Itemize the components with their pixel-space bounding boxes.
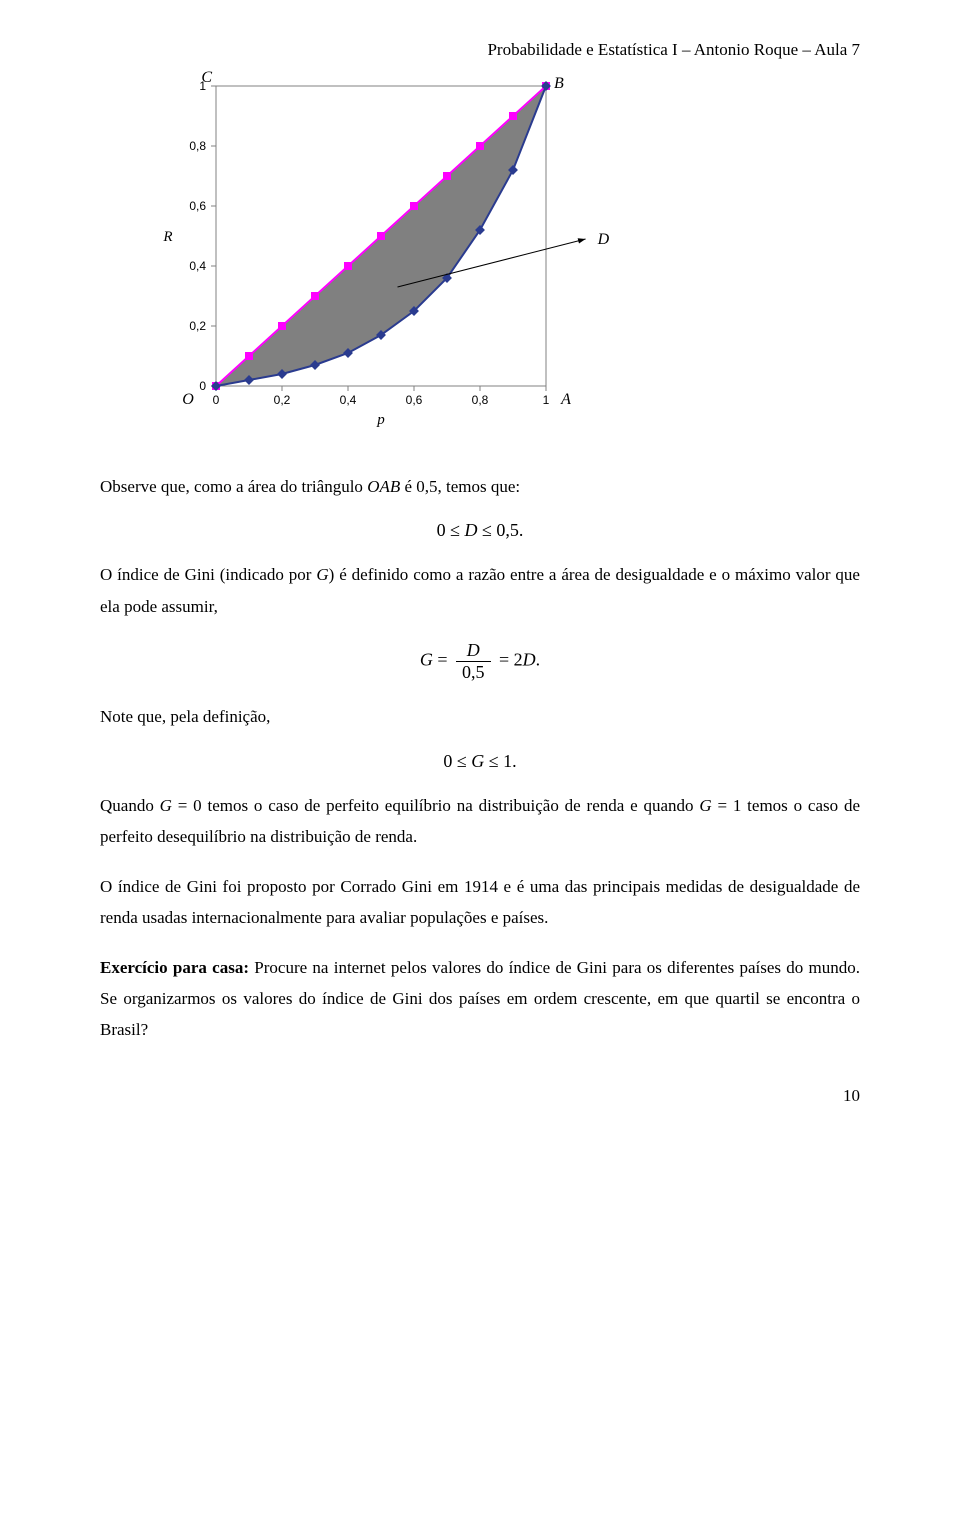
paragraph-4: Quando G = 0 temos o caso de perfeito eq… bbox=[100, 790, 860, 853]
equation-3: 0 ≤ G ≤ 1. bbox=[100, 751, 860, 772]
paragraph-6: Exercício para casa: Procure na internet… bbox=[100, 952, 860, 1046]
svg-text:0,4: 0,4 bbox=[340, 393, 357, 407]
p4-c: = 0 temos o caso de perfeito equilíbrio … bbox=[172, 796, 699, 815]
svg-text:0,8: 0,8 bbox=[189, 139, 206, 153]
svg-text:A: A bbox=[560, 391, 571, 408]
eq2-g: G bbox=[420, 650, 433, 670]
svg-text:0,6: 0,6 bbox=[189, 199, 206, 213]
eq1-text: 0 ≤ D ≤ 0,5. bbox=[437, 520, 524, 540]
eq2-den: 0,5 bbox=[456, 662, 491, 683]
eq2-rhs-a: = 2 bbox=[499, 650, 523, 670]
page: Probabilidade e Estatística I – Antonio … bbox=[0, 0, 960, 1146]
svg-text:C: C bbox=[201, 69, 212, 86]
paragraph-1: Observe que, como a área do triângulo OA… bbox=[100, 471, 860, 502]
p2-g: G bbox=[316, 565, 328, 584]
svg-text:R: R bbox=[162, 229, 172, 245]
svg-text:D: D bbox=[597, 231, 610, 248]
eq2-dot: . bbox=[536, 650, 541, 670]
p1-text-c: é 0,5, temos que: bbox=[400, 477, 520, 496]
p4-b: G bbox=[160, 796, 172, 815]
svg-text:0,2: 0,2 bbox=[274, 393, 291, 407]
eq2-fraction: D 0,5 bbox=[456, 640, 491, 683]
p4-d: G bbox=[699, 796, 711, 815]
svg-text:1: 1 bbox=[543, 393, 550, 407]
eq2-num: D bbox=[456, 640, 491, 662]
svg-text:0,4: 0,4 bbox=[189, 259, 206, 273]
eq2-rhs-b: D bbox=[523, 650, 536, 670]
paragraph-2: O índice de Gini (indicado por G) é defi… bbox=[100, 559, 860, 622]
p2-text-a: O índice de Gini (indicado por bbox=[100, 565, 316, 584]
svg-text:0: 0 bbox=[199, 379, 206, 393]
svg-text:B: B bbox=[554, 75, 564, 92]
svg-text:0,2: 0,2 bbox=[189, 319, 206, 333]
chart-svg: 00,20,40,60,8100,20,40,60,81pRCBOAD bbox=[138, 66, 658, 436]
eq3-text: 0 ≤ G ≤ 1. bbox=[443, 751, 516, 771]
p1-text-a: Observe que, como a área do triângulo bbox=[100, 477, 367, 496]
svg-text:0,6: 0,6 bbox=[406, 393, 423, 407]
p6-a: Exercício para casa: bbox=[100, 958, 249, 977]
svg-text:0,8: 0,8 bbox=[472, 393, 489, 407]
p4-a: Quando bbox=[100, 796, 160, 815]
svg-text:p: p bbox=[376, 412, 385, 428]
page-header: Probabilidade e Estatística I – Antonio … bbox=[100, 40, 860, 60]
p1-oab: OAB bbox=[367, 477, 400, 496]
equation-2: G = D 0,5 = 2D. bbox=[100, 640, 860, 683]
page-number: 10 bbox=[100, 1086, 860, 1106]
eq2-eq1: = bbox=[437, 650, 452, 670]
svg-text:O: O bbox=[182, 391, 194, 408]
paragraph-5: O índice de Gini foi proposto por Corrad… bbox=[100, 871, 860, 934]
svg-text:0: 0 bbox=[213, 393, 220, 407]
lorenz-chart: 00,20,40,60,8100,20,40,60,81pRCBOAD bbox=[138, 66, 860, 441]
paragraph-3: Note que, pela definição, bbox=[100, 701, 860, 732]
equation-1: 0 ≤ D ≤ 0,5. bbox=[100, 520, 860, 541]
